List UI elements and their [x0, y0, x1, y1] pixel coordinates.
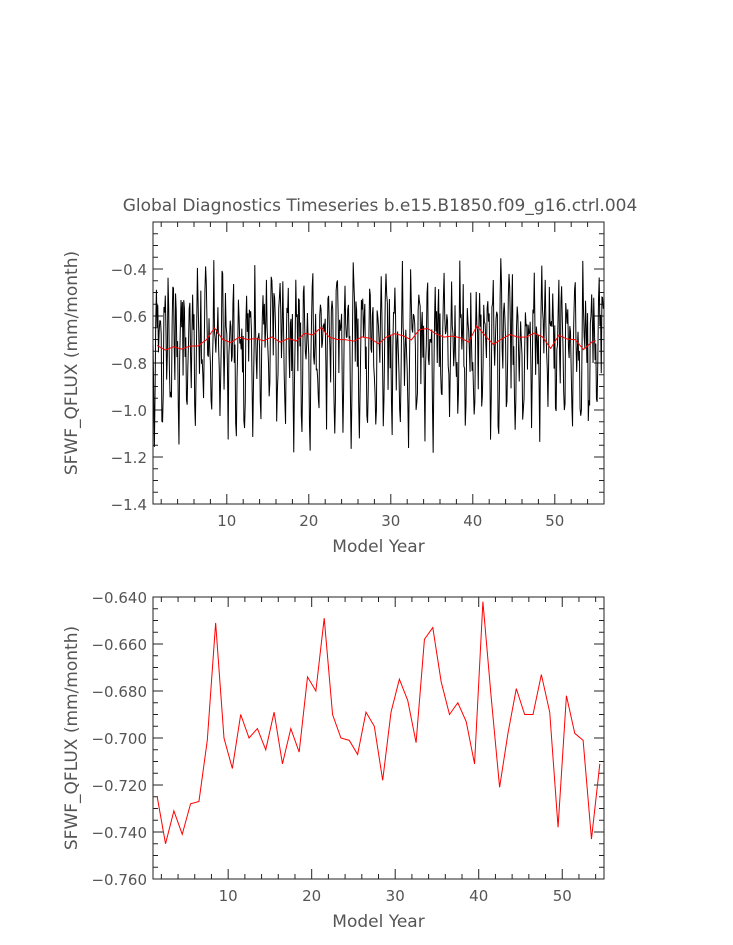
top-xtick-label: 20 — [299, 512, 318, 530]
bottom-ytick-label: −0.760 — [91, 871, 147, 889]
top-monthly-series-line — [153, 258, 604, 453]
top-ytick-label: −1.0 — [111, 402, 147, 420]
bottom-xtick-label: 50 — [553, 887, 572, 905]
bottom-plot-frame — [152, 596, 605, 880]
bottom-panel: −0.640 −0.660 −0.680 −0.700 −0.720 −0.740 −0.7… — [62, 589, 605, 932]
bottom-xtick-label: 20 — [302, 887, 321, 905]
bottom-xtick-label: 10 — [219, 887, 238, 905]
top-xtick-label: 40 — [463, 512, 482, 530]
top-ytick-label: −0.8 — [111, 355, 147, 373]
top-xtick-label: 10 — [217, 512, 236, 530]
bottom-ytick-label: −0.680 — [91, 683, 147, 701]
top-ytick-label: −1.2 — [111, 449, 147, 467]
bottom-ytick-label: −0.740 — [91, 824, 147, 842]
bottom-xtick-label: 30 — [386, 887, 405, 905]
bottom-annual-series-line — [156, 601, 601, 844]
bottom-ytick-label: −0.640 — [91, 589, 147, 607]
bottom-ytick-label: −0.700 — [91, 730, 147, 748]
top-panel: −0.4 −0.6 −0.8 −1.0 −1.2 −1.4 10 20 30 40 50 Model … — [62, 221, 605, 557]
top-annual-series-line — [156, 324, 596, 351]
bottom-ytick-label: −0.660 — [91, 636, 147, 654]
top-xtick-label: 30 — [381, 512, 400, 530]
bottom-xtick-label: 40 — [469, 887, 488, 905]
top-ytick-label: −1.4 — [111, 496, 147, 514]
top-ytick-label: −0.6 — [111, 308, 147, 326]
top-ytick-label: −0.4 — [111, 261, 147, 279]
figure-title: Global Diagnostics Timeseries b.e15.B185… — [123, 196, 638, 216]
bottom-ytick-label: −0.720 — [91, 777, 147, 795]
top-yaxis-label: SFWF_QFLUX (mm/month) — [62, 251, 82, 475]
bottom-xaxis-label: Model Year — [332, 912, 424, 932]
bottom-yaxis-label: SFWF_QFLUX (mm/month) — [62, 626, 82, 850]
top-xtick-label: 50 — [545, 512, 564, 530]
top-xaxis-label: Model Year — [332, 537, 424, 557]
